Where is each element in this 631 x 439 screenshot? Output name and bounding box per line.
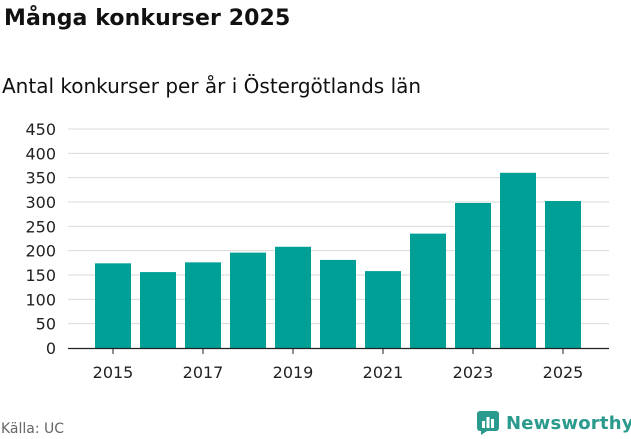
- source-note: Källa: UC: [1, 421, 65, 437]
- y-tick-label: 200: [25, 242, 56, 261]
- bar-2023: [455, 202, 491, 348]
- bar-2020: [320, 259, 356, 348]
- y-tick-label: 100: [25, 290, 56, 309]
- x-axis: [68, 347, 609, 354]
- x-tick-label: 2017: [183, 363, 224, 382]
- bar-2025: [545, 201, 581, 348]
- bars: [95, 172, 581, 348]
- x-tick-label: 2025: [543, 363, 584, 382]
- y-tick-label: 450: [25, 120, 56, 139]
- y-tick-label: 400: [25, 144, 56, 163]
- bar-2016: [140, 272, 176, 348]
- x-tick-label: 2015: [93, 363, 134, 382]
- bar-2015: [95, 263, 131, 348]
- y-tick-label: 50: [36, 315, 56, 334]
- bar-2019: [275, 246, 311, 348]
- bar-2024: [500, 172, 536, 348]
- bar-chart: 0 50 100 150 200 250 300 350 400 450 2015 2017 2019…: [25, 120, 609, 382]
- newsworthy-logo-icon: [477, 411, 499, 435]
- bar-2018: [230, 252, 266, 348]
- y-tick-label: 300: [25, 193, 56, 212]
- newsworthy-logo-text: Newsworthy: [506, 412, 631, 434]
- y-tick-label: 150: [25, 266, 56, 285]
- bar-2017: [185, 262, 221, 348]
- x-axis-tick-labels: 2015 2017 2019 2021 2023 2025: [93, 363, 584, 382]
- x-tick-label: 2023: [453, 363, 494, 382]
- x-tick-label: 2021: [363, 363, 404, 382]
- newsworthy-logo: Newsworthy: [476, 410, 631, 436]
- y-tick-label: 350: [25, 169, 56, 188]
- x-tick-label: 2019: [273, 363, 314, 382]
- chart-title: Många konkurser 2025: [4, 6, 291, 31]
- y-tick-label: 250: [25, 217, 56, 236]
- chart-subtitle: Antal konkurser per år i Östergötlands l…: [2, 74, 422, 98]
- bar-2022: [410, 233, 446, 348]
- y-tick-label: 0: [46, 339, 56, 358]
- bar-2021: [365, 271, 401, 348]
- y-axis-tick-labels: 0 50 100 150 200 250 300 350 400 450: [25, 120, 56, 358]
